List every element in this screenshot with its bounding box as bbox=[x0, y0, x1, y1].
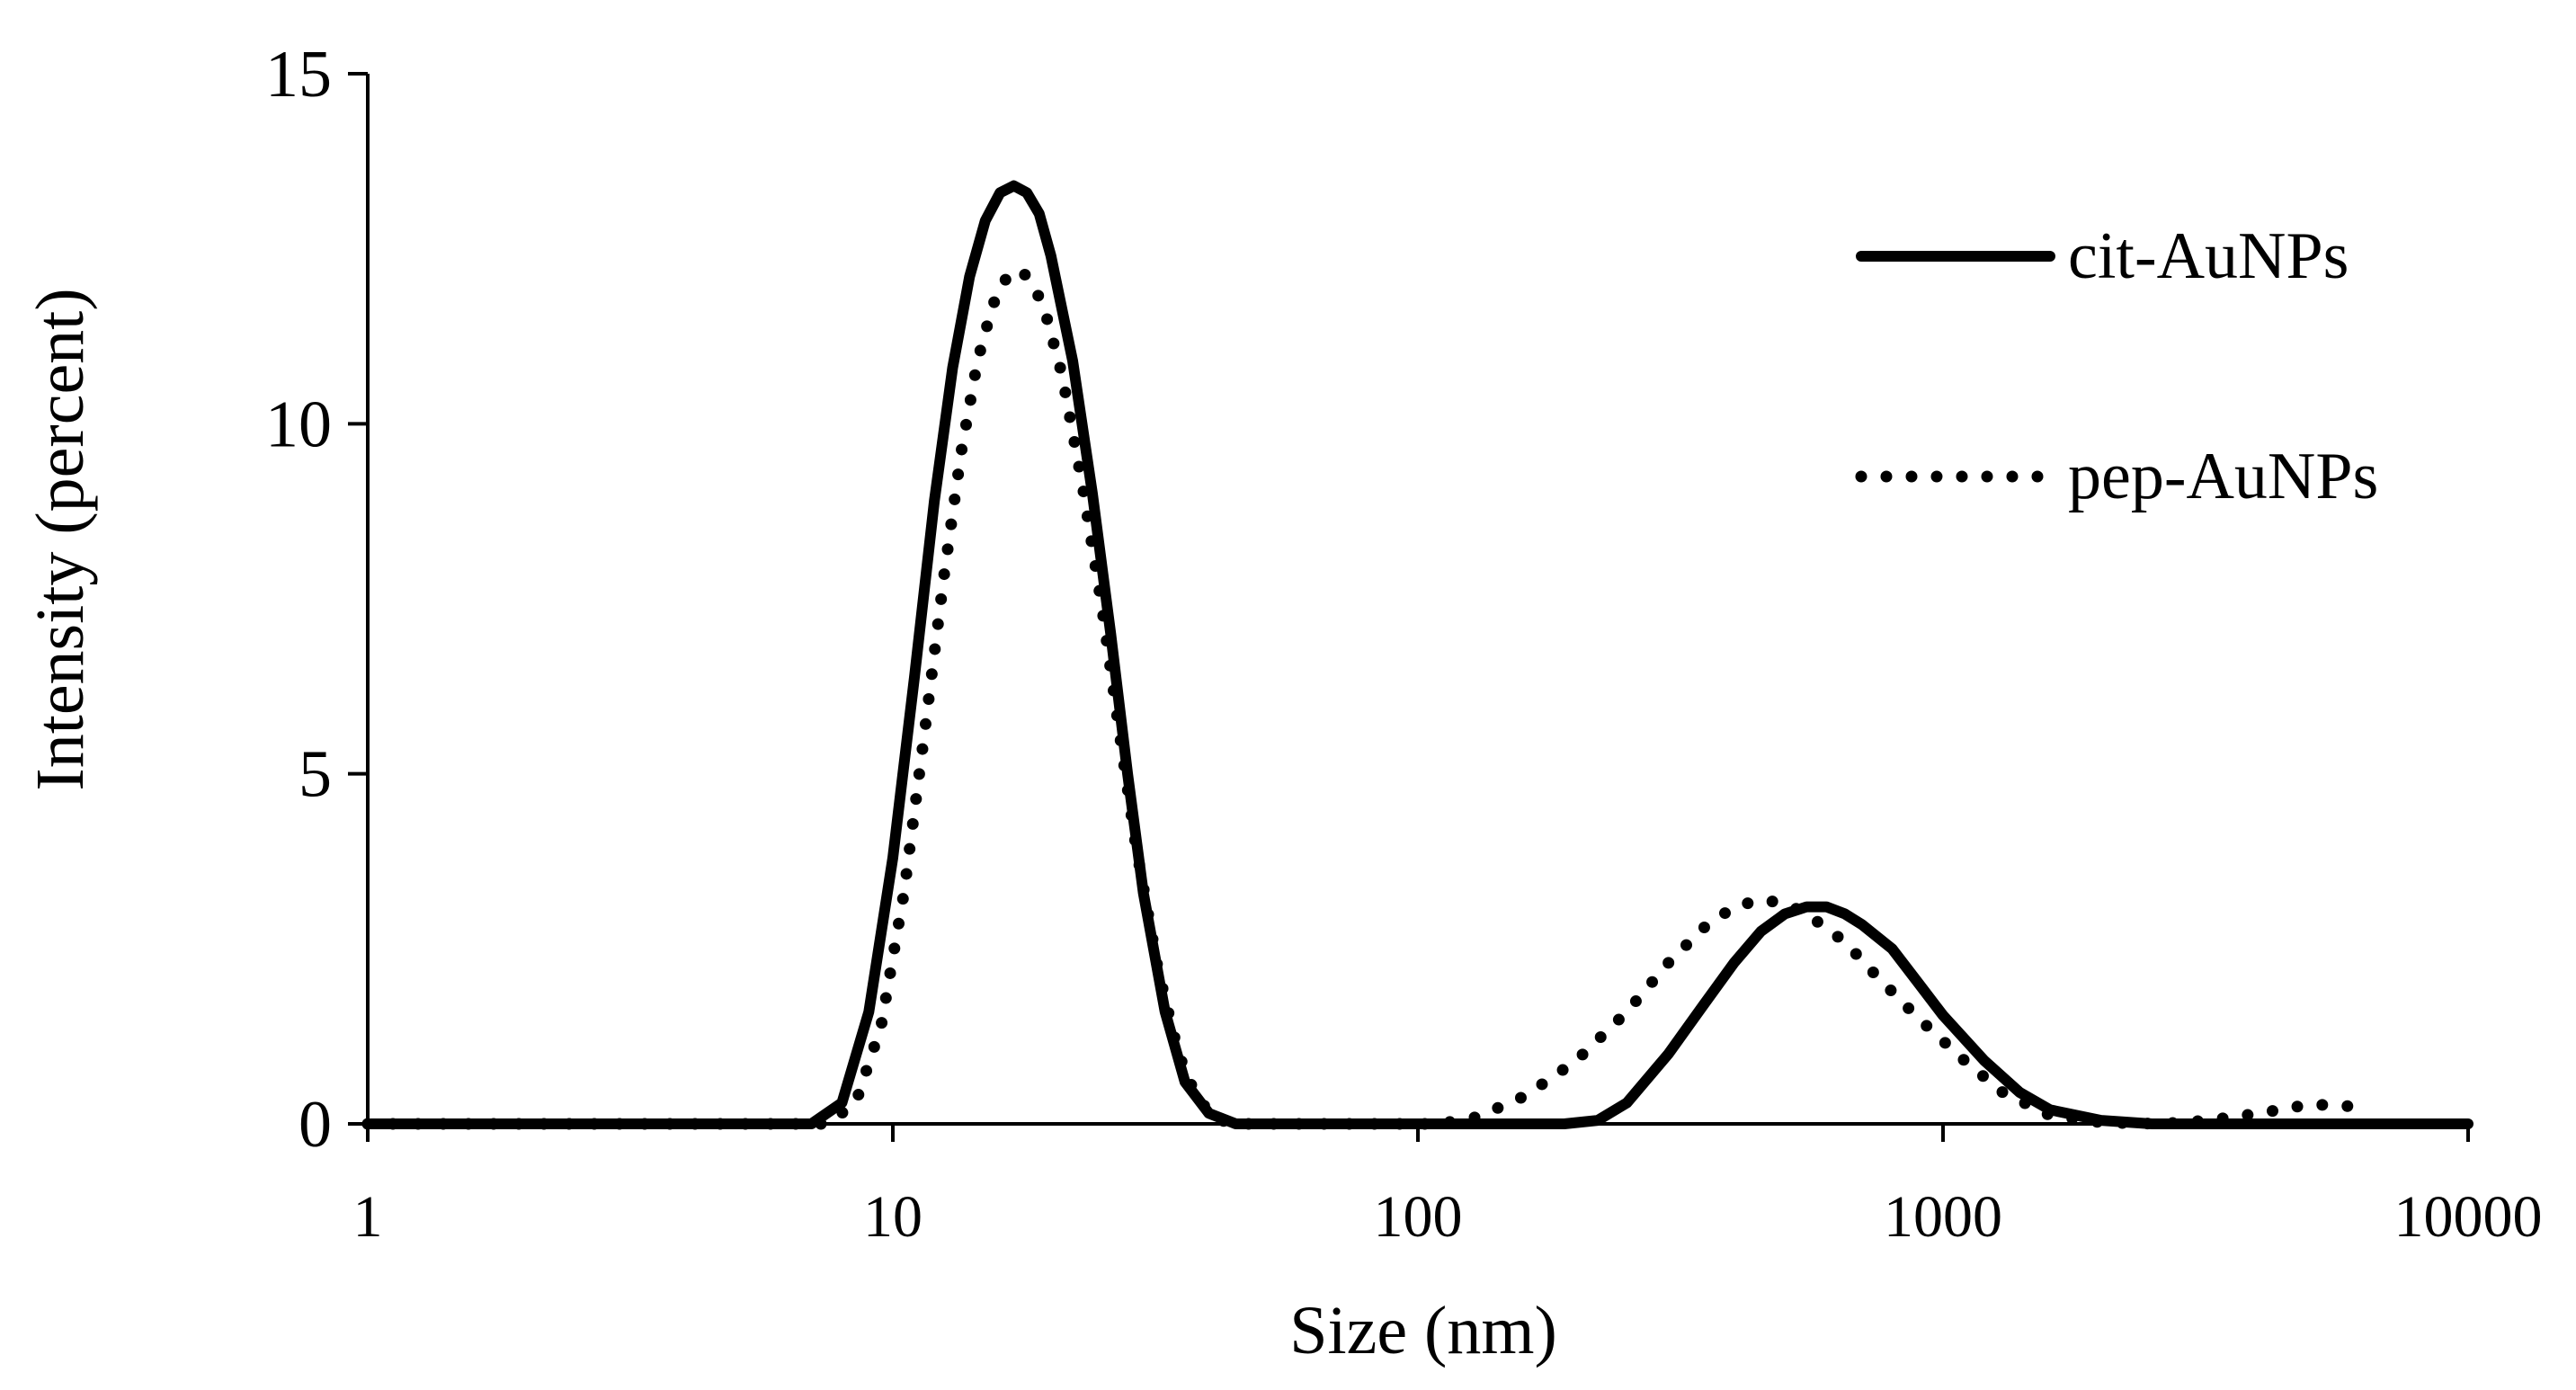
y-axis-title: Intensity (percent) bbox=[22, 288, 98, 790]
series-line-2 bbox=[361, 262, 2358, 1130]
x-tick-label: 1000 bbox=[1884, 1184, 2002, 1250]
x-axis-title: Size (nm) bbox=[1289, 1293, 1557, 1368]
x-axis-ticks: 1 10 100 1000 10000 bbox=[353, 1124, 2543, 1250]
y-axis-ticks: 0 5 10 15 bbox=[265, 38, 368, 1162]
series-line-1 bbox=[362, 180, 2473, 1129]
legend: cit-AuNPs pep-AuNPs bbox=[1855, 219, 2378, 513]
x-tick-label: 10 bbox=[863, 1184, 923, 1250]
x-tick-label: 10000 bbox=[2394, 1184, 2543, 1250]
y-tick-label: 10 bbox=[265, 388, 332, 461]
series-layer bbox=[361, 180, 2473, 1130]
y-tick-label: 15 bbox=[265, 38, 332, 111]
x-tick-label: 1 bbox=[353, 1184, 383, 1250]
y-tick-label: 5 bbox=[299, 738, 332, 812]
x-tick-label: 100 bbox=[1374, 1184, 1463, 1250]
legend-label-1: cit-AuNPs bbox=[2068, 219, 2349, 293]
legend-label-2: pep-AuNPs bbox=[2068, 440, 2378, 513]
y-tick-label: 0 bbox=[299, 1088, 332, 1162]
